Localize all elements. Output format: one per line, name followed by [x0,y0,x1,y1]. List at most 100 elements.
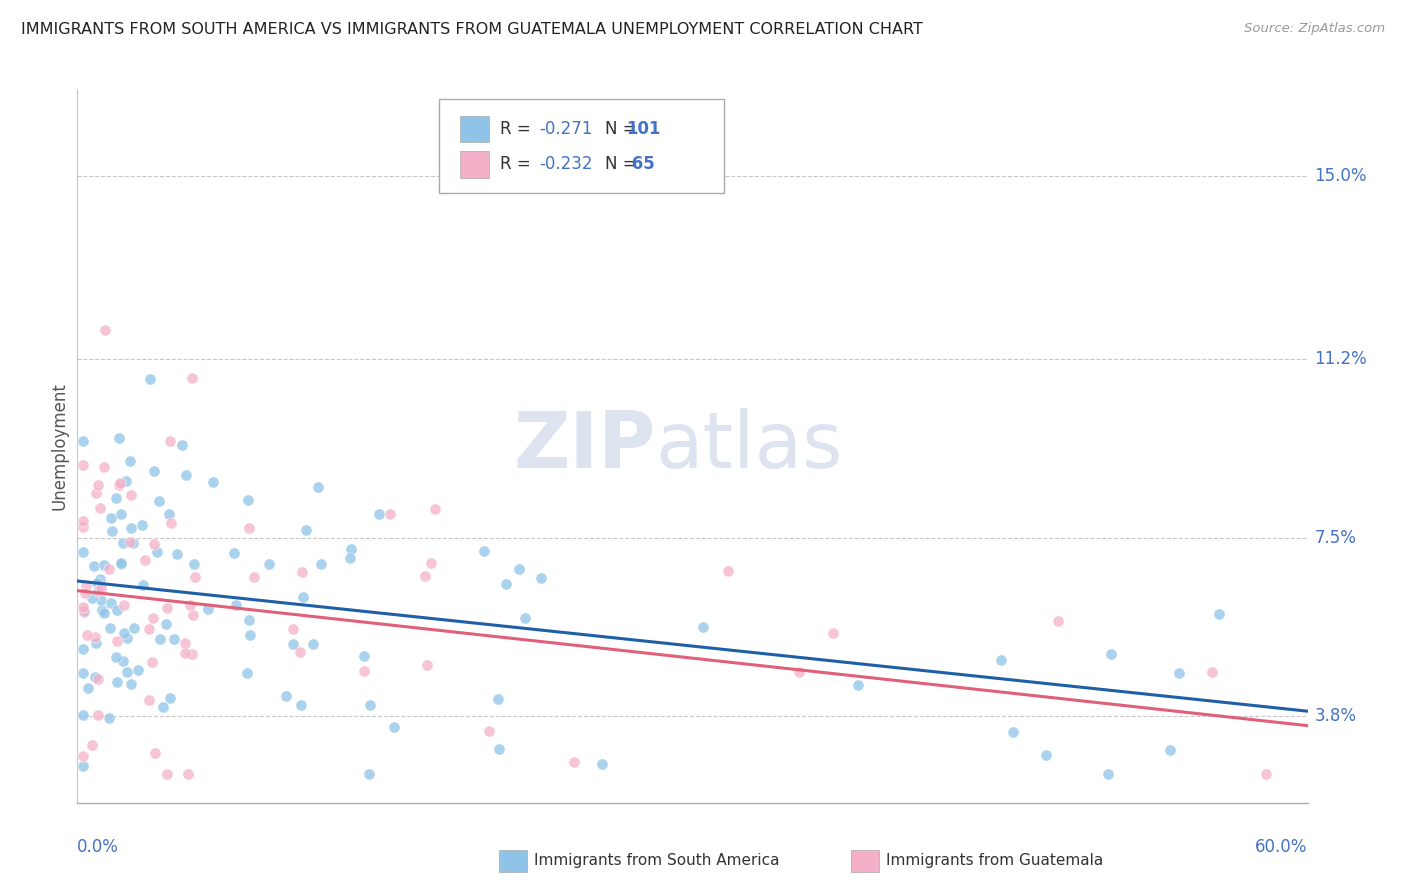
Point [72,665,94,680]
Point [201,475,224,489]
Point [197,601,219,615]
Text: ZIP: ZIP [513,408,655,484]
Point [292,591,315,605]
Point [72,520,94,534]
Point [120,454,142,468]
Point [166,548,188,562]
Point [86,673,108,687]
Point [225,598,247,612]
Point [1035,747,1057,762]
Point [238,521,260,535]
Point [93,459,115,474]
Point [152,699,174,714]
Point [149,632,172,646]
Point [145,545,167,559]
Point [93,558,115,573]
Point [75,579,97,593]
Point [89,572,111,586]
Text: 3.8%: 3.8% [1315,707,1357,725]
Point [72,749,94,764]
Point [413,569,436,583]
Text: 7.5%: 7.5% [1315,529,1357,547]
Text: R =: R = [501,120,536,138]
Point [120,488,142,502]
Point [93,606,115,620]
Text: Immigrants from Guatemala: Immigrants from Guatemala [886,854,1104,868]
Text: atlas: atlas [655,408,844,484]
Point [110,558,132,572]
Text: Immigrants from South America: Immigrants from South America [534,854,780,868]
Point [87,478,110,492]
Point [131,517,153,532]
Point [72,514,94,528]
Point [163,632,186,646]
Point [72,600,94,615]
Point [111,655,134,669]
Point [295,523,318,537]
Point [112,598,135,612]
Point [692,620,714,634]
Point [181,607,204,622]
Point [1099,648,1122,662]
Point [94,323,117,337]
Point [80,591,103,605]
Point [127,663,149,677]
Point [100,595,122,609]
Point [274,690,297,704]
Point [157,507,180,521]
Point [107,430,129,444]
Point [83,558,105,573]
Point [159,434,181,449]
Point [846,678,869,692]
Point [180,371,202,385]
Point [288,645,311,659]
Point [115,631,138,645]
Text: 65: 65 [627,155,655,173]
Point [302,637,325,651]
Text: -0.271: -0.271 [540,120,592,138]
Point [89,592,111,607]
Text: 11.2%: 11.2% [1315,351,1368,368]
Point [159,690,181,705]
Point [84,631,107,645]
Point [1097,767,1119,781]
Point [236,492,259,507]
Point [1167,666,1189,681]
Point [73,585,96,599]
Point [1201,665,1223,680]
Point [419,557,441,571]
Point [1208,607,1230,621]
Point [90,603,112,617]
Point [83,670,105,684]
Point [359,698,381,712]
Point [97,562,120,576]
Text: 101: 101 [627,120,661,138]
Point [138,622,160,636]
Point [105,674,128,689]
Text: 0.0%: 0.0% [77,838,120,856]
Point [86,486,108,500]
Point [184,570,207,584]
Point [368,507,391,521]
Point [222,546,245,560]
Point [98,621,121,635]
Point [382,720,405,734]
Point [121,536,143,550]
Text: R =: R = [501,155,536,173]
Point [1254,767,1277,781]
Point [173,647,195,661]
Point [179,598,201,612]
Point [486,691,509,706]
Point [72,759,94,773]
Point [488,742,510,756]
Point [90,581,112,595]
Point [290,698,312,712]
Point [72,707,94,722]
Point [530,571,553,585]
Point [508,562,530,576]
Point [378,507,401,521]
Point [148,493,170,508]
Point [89,501,111,516]
Point [138,372,160,386]
Point [495,576,517,591]
